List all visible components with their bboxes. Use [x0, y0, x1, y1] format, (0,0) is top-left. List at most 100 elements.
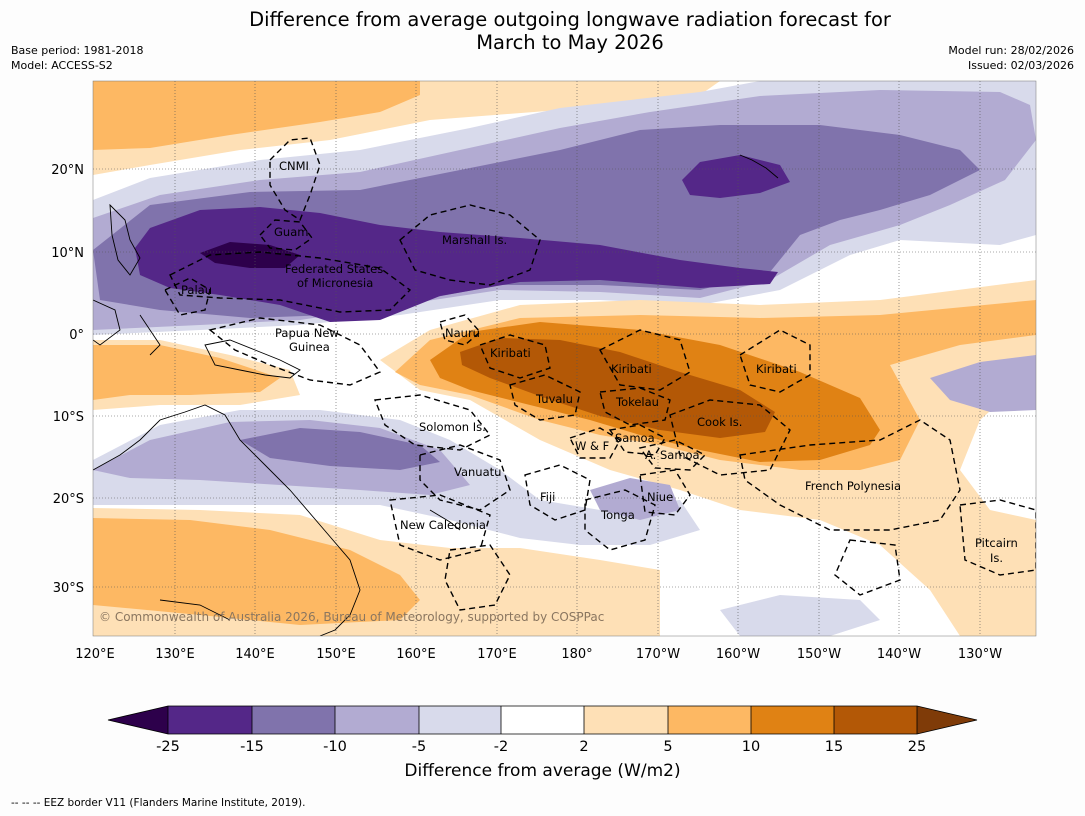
new-caledonia-coast: [429, 509, 461, 531]
map-frame: [92, 80, 1037, 637]
eez-samoa: [608, 424, 666, 456]
eez-kiribati-central: [599, 329, 691, 391]
anomaly-neg25-15-north: [135, 207, 778, 322]
lon-tick: 160°E: [396, 647, 436, 662]
lat-tick: 30°S: [53, 581, 84, 596]
colorbar-tick: 5: [663, 739, 672, 755]
lat-tick: 20°S: [53, 492, 84, 507]
eez-french-polynesia: [739, 419, 961, 531]
colorbar-tick: 10: [742, 739, 760, 755]
eez-png: [208, 317, 382, 386]
colorbar-lower-extension: [108, 706, 168, 734]
label-vanuatu: Vanuatu: [454, 465, 501, 479]
coastlines: [93, 154, 779, 636]
anomaly-pos15-25-equator: [460, 338, 775, 438]
eez-south: [444, 544, 511, 611]
lat-axis: 20°N 10°N 0° 10°S 20°S 30°S: [51, 163, 84, 596]
eez-kiribati-west: [479, 334, 551, 379]
eez-kiribati-east: [739, 329, 811, 393]
colorbar-tick: -10: [323, 739, 347, 755]
colorbar-segment: [584, 706, 668, 734]
colorbar-segment: [501, 706, 584, 734]
label-solomon: Solomon Is.: [419, 420, 486, 434]
colorbar-upper-extension: [917, 706, 977, 734]
colorbar-tick: -15: [240, 739, 264, 755]
new-guinea-coast: [204, 339, 301, 379]
lat-tick: 10°S: [53, 410, 84, 425]
eez-guam: [259, 219, 313, 251]
anomaly-neg10-5-east: [930, 355, 1036, 412]
label-fiji: Fiji: [540, 490, 555, 504]
eez-vanuatu: [419, 444, 511, 511]
lon-axis: 120°E 130°E 140°E 150°E 160°E 170°E 180°…: [75, 647, 1002, 662]
meta-right: Model run: 28/02/2026 Issued: 02/03/2026: [948, 43, 1074, 73]
lon-tick: 140°W: [877, 647, 921, 662]
anomaly-neg15-10-south: [240, 428, 440, 470]
lon-tick: 170°W: [636, 647, 680, 662]
colorbar-dividers: [167, 706, 918, 734]
colorbar-segment: [419, 706, 501, 734]
australia-coast: [93, 404, 361, 636]
eez-tonga: [584, 489, 656, 551]
anomaly-pos5-10-south: [93, 518, 420, 625]
lat-tick: 20°N: [51, 163, 84, 178]
eez-asamoa: [638, 439, 707, 471]
colorbar: -25 -15 -10 -5 -2 2 5 10 15 25: [107, 705, 978, 755]
colorbar-tick: 15: [825, 739, 843, 755]
label-palau: Palau: [181, 283, 212, 297]
anomaly-neg5-2-southeast: [720, 595, 880, 636]
colorbar-tick: 2: [579, 739, 588, 755]
label-niue: Niue: [647, 490, 673, 504]
eez-fiji: [524, 464, 591, 521]
colorbar-segment: [668, 706, 751, 734]
eez-cnmi: [269, 137, 321, 222]
label-png-1: Papua New: [275, 326, 339, 340]
label-tonga: Tonga: [600, 508, 635, 522]
new-zealand-coast: [159, 599, 231, 621]
region-labels: CNMI Guam Marshall Is. Federated States …: [181, 159, 1018, 565]
colorbar-segment: [751, 706, 834, 734]
eez-new-caledonia: [389, 494, 491, 561]
eez-southeast: [834, 539, 901, 596]
eez-marshall: [399, 204, 541, 286]
model-run: Model run: 28/02/2026: [948, 44, 1074, 57]
label-fsm-2: of Micronesia: [297, 276, 373, 290]
label-cook: Cook Is.: [697, 415, 742, 429]
copyright: © Commonwealth of Australia 2026, Bureau…: [99, 610, 604, 624]
lon-tick: 170°E: [477, 647, 517, 662]
lon-tick: 180°: [561, 647, 592, 662]
colorbar-tick: 25: [908, 739, 926, 755]
label-new-caledonia: New Caledonia: [400, 518, 486, 532]
meta-left: Base period: 1981-2018 Model: ACCESS-S2: [11, 43, 143, 73]
colorbar-title: Difference from average (W/m2): [404, 761, 681, 781]
label-pitcairn-1: Pitcairn: [975, 536, 1018, 550]
sulawesi-coast: [139, 314, 161, 356]
eez-borders: [164, 137, 1036, 611]
eez-cook: [669, 399, 791, 476]
eez-palau: [164, 277, 211, 316]
label-cnmi: CNMI: [279, 159, 309, 173]
title-line-1: Difference from average outgoing longwav…: [249, 8, 891, 31]
label-tokelau: Tokelau: [615, 395, 659, 409]
eez-tokelau: [599, 387, 671, 426]
label-kiribati-west: Kiribati: [490, 346, 531, 360]
model-name: Model: ACCESS-S2: [11, 59, 113, 72]
label-french-polynesia: French Polynesia: [805, 479, 901, 493]
title-line-2: March to May 2026: [476, 31, 664, 54]
lat-tick: 10°N: [51, 246, 84, 261]
philippines-coast: [109, 203, 141, 276]
label-nauru: Nauru: [445, 326, 480, 340]
eez-nauru: [439, 314, 481, 346]
base-period: Base period: 1981-2018: [11, 44, 144, 57]
label-marshall: Marshall Is.: [442, 233, 507, 247]
eez-solomon: [374, 394, 492, 451]
anomaly-neg10-5-tonga: [590, 478, 680, 520]
label-fsm-1: Federated States: [285, 262, 383, 276]
label-pitcairn-2: Is.: [990, 551, 1003, 565]
lon-tick: 130°W: [958, 647, 1002, 662]
map-panel: CNMI Guam Marshall Is. Federated States …: [93, 81, 1036, 636]
colorbar-segment: [168, 706, 252, 734]
colorbar-segment: [834, 706, 917, 734]
anomaly-lt-neg25: [200, 242, 300, 268]
